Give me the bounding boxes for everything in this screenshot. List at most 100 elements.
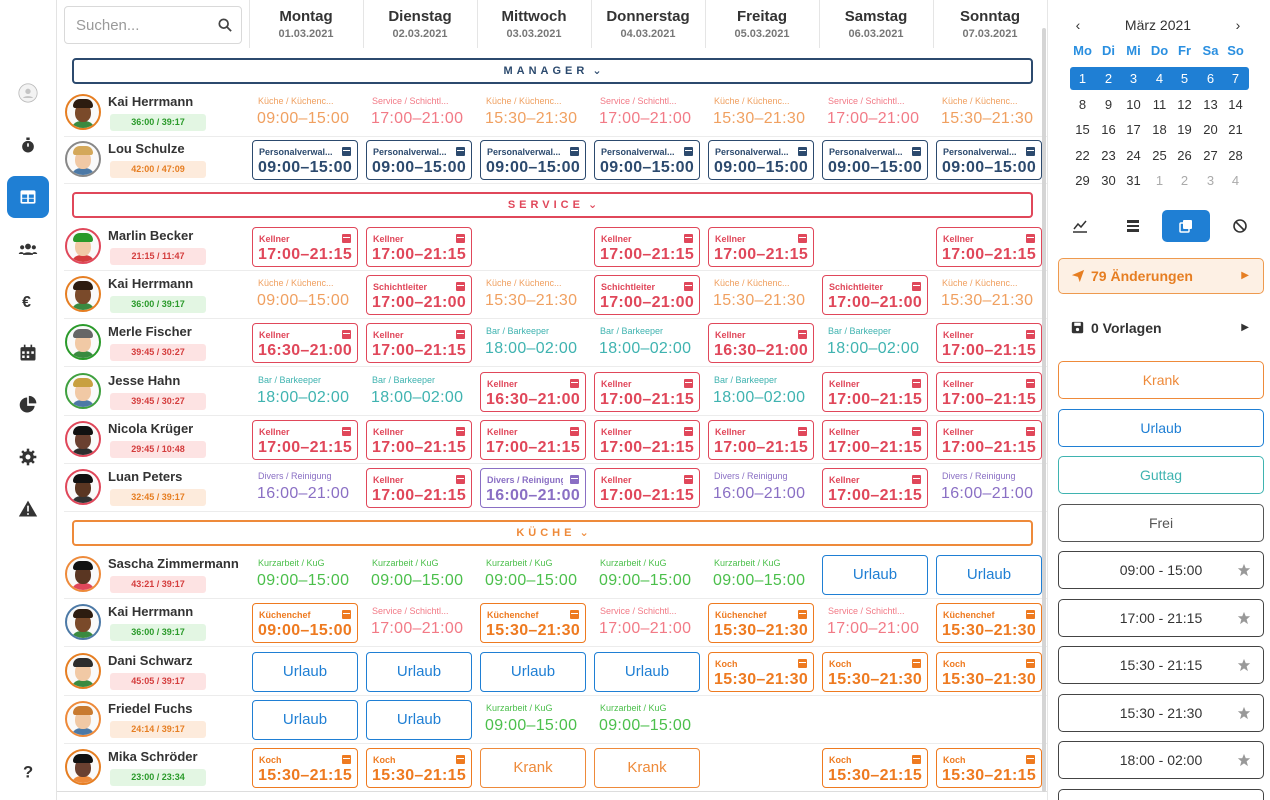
quick-time-button[interactable]: 15:30 - 21:30 — [1058, 693, 1264, 732]
shift-cell[interactable]: Kellner 17:00–21:15 — [936, 227, 1042, 267]
shift-cell[interactable]: Küche / Küchenc... 15:30–21:30 — [480, 93, 586, 133]
quick-time-button[interactable]: 15:30 - 21:15 — [1058, 646, 1264, 684]
shift-cell[interactable]: Bar / Barkeeper 18:00–02:00 — [822, 323, 928, 363]
shift-cell[interactable]: Divers / Reinigung 16:00–21:00 — [708, 468, 814, 508]
shift-cell[interactable]: Kellner 17:00–21:15 — [594, 420, 700, 460]
absence-tag[interactable]: Urlaub — [822, 555, 928, 595]
shift-cell[interactable]: Kellner 17:00–21:15 — [708, 420, 814, 460]
calendar-day[interactable]: 17 — [1126, 122, 1141, 137]
employee-avatar[interactable] — [65, 324, 101, 360]
employee-avatar[interactable] — [65, 94, 101, 130]
shift-cell[interactable]: Service / Schichtl... 17:00–21:00 — [822, 603, 928, 643]
employee-avatar[interactable] — [65, 701, 101, 737]
star-icon[interactable] — [1237, 706, 1251, 720]
employee-avatar[interactable] — [65, 276, 101, 312]
calendar-day[interactable]: 31 — [1126, 173, 1141, 188]
star-icon[interactable] — [1237, 563, 1251, 577]
calendar-day[interactable]: 2 — [1104, 71, 1113, 86]
employee-name[interactable]: Jesse Hahn — [108, 373, 181, 388]
settings-gear-icon[interactable] — [7, 436, 49, 478]
calendar-day[interactable]: 14 — [1228, 96, 1243, 112]
prev-month-chevron-icon[interactable]: ‹ — [1075, 17, 1081, 33]
shift-cell[interactable]: Kellner 17:00–21:15 — [366, 468, 472, 508]
pie-chart-icon[interactable] — [7, 384, 49, 426]
employee-avatar[interactable] — [65, 421, 101, 457]
team-icon[interactable] — [7, 228, 49, 270]
shift-cell[interactable]: Kellner 17:00–21:15 — [252, 420, 358, 460]
shift-cell[interactable]: Personalverwal... 09:00–15:00 — [366, 140, 472, 180]
shift-cell[interactable]: Kellner 17:00–21:15 — [936, 420, 1042, 460]
employee-name[interactable]: Nicola Krüger — [108, 421, 194, 436]
absence-tag[interactable]: Krank — [480, 748, 586, 788]
calendar-day[interactable]: 12 — [1177, 96, 1192, 112]
employee-name[interactable]: Friedel Fuchs — [108, 701, 193, 716]
search-box[interactable] — [64, 6, 242, 44]
calendar-day[interactable]: 23 — [1101, 147, 1116, 163]
shift-cell[interactable]: Koch 15:30–21:30 — [936, 652, 1042, 692]
calendar-day[interactable]: 4 — [1231, 173, 1240, 188]
schedule-table-icon[interactable] — [7, 176, 49, 218]
calendar-day[interactable]: 4 — [1155, 71, 1164, 86]
shift-cell[interactable]: Kellner 17:00–21:15 — [936, 323, 1042, 363]
calendar-day[interactable]: 1 — [1078, 71, 1087, 86]
employee-name[interactable]: Dani Schwarz — [108, 653, 193, 668]
shift-cell[interactable]: Bar / Barkeeper 18:00–02:00 — [708, 372, 814, 412]
shift-cell[interactable]: Küche / Küchenc... 09:00–15:00 — [252, 275, 358, 315]
absence-tag[interactable]: Urlaub — [594, 652, 700, 692]
calendar-day[interactable]: 2 — [1180, 173, 1189, 188]
employee-name[interactable]: Merle Fischer — [108, 324, 192, 339]
vertical-scrollbar[interactable] — [1042, 28, 1046, 792]
absence-tag[interactable]: Krank — [594, 748, 700, 788]
star-icon[interactable] — [1237, 753, 1251, 767]
absence-tag[interactable]: Urlaub — [366, 652, 472, 692]
shift-cell[interactable]: Küchenchef 15:30–21:30 — [708, 603, 814, 643]
tag-krank-button[interactable]: Krank — [1058, 361, 1264, 399]
absence-tag[interactable]: Urlaub — [366, 700, 472, 740]
shift-cell[interactable]: Kurzarbeit / KuG 09:00–15:00 — [252, 555, 358, 595]
employee-name[interactable]: Lou Schulze — [108, 141, 185, 156]
warning-icon[interactable] — [7, 488, 49, 530]
shift-cell[interactable]: Personalverwal... 09:00–15:00 — [708, 140, 814, 180]
calendar-day[interactable]: 8 — [1078, 96, 1087, 112]
shift-cell[interactable]: Schichtleiter 17:00–21:00 — [366, 275, 472, 315]
calendar-day[interactable]: 13 — [1203, 96, 1218, 112]
employee-name[interactable]: Luan Peters — [108, 469, 183, 484]
employee-avatar[interactable] — [65, 604, 101, 640]
section-manager-header[interactable]: MANAGER ⌄ — [72, 58, 1033, 84]
list-view-icon[interactable] — [1109, 210, 1157, 242]
shift-cell[interactable]: Kurzarbeit / KuG 09:00–15:00 — [594, 555, 700, 595]
shift-cell[interactable]: Küche / Küchenc... 15:30–21:30 — [480, 275, 586, 315]
next-month-chevron-icon[interactable]: › — [1235, 17, 1241, 33]
calendar-day[interactable]: 1 — [1155, 173, 1164, 188]
calendar-day[interactable]: 15 — [1075, 122, 1090, 137]
employee-name[interactable]: Kai Herrmann — [108, 604, 194, 619]
shift-cell[interactable]: Service / Schichtl... 17:00–21:00 — [366, 603, 472, 643]
search-input[interactable] — [65, 7, 215, 43]
shift-cell[interactable]: Kellner 16:30–21:00 — [252, 323, 358, 363]
calendar-day[interactable]: 10 — [1126, 96, 1141, 112]
day-header[interactable]: Samstag 06.03.2021 — [819, 0, 932, 48]
calendar-day[interactable]: 20 — [1203, 122, 1218, 137]
employee-name[interactable]: Mika Schröder — [108, 749, 198, 764]
employee-name[interactable]: Sascha Zimmermann — [108, 556, 239, 571]
quick-time-button[interactable] — [1058, 789, 1264, 800]
employee-avatar[interactable] — [65, 749, 101, 785]
block-icon[interactable] — [1216, 210, 1264, 242]
shift-cell[interactable]: Kellner 17:00–21:15 — [366, 323, 472, 363]
calendar-day[interactable]: 3 — [1206, 173, 1215, 188]
absence-tag[interactable]: Urlaub — [252, 700, 358, 740]
calendar-day[interactable]: 16 — [1101, 122, 1116, 137]
calendar-day[interactable]: 3 — [1129, 71, 1138, 86]
calendar-icon[interactable] — [7, 332, 49, 374]
shift-cell[interactable]: Kurzarbeit / KuG 09:00–15:00 — [708, 555, 814, 595]
shift-cell[interactable]: Kellner 16:30–21:00 — [480, 372, 586, 412]
employee-avatar[interactable] — [65, 556, 101, 592]
shift-cell[interactable]: Divers / Reinigung 16:00–21:00 — [480, 468, 586, 508]
calendar-day[interactable]: 6 — [1206, 71, 1215, 86]
shift-cell[interactable]: Personalverwal... 09:00–15:00 — [480, 140, 586, 180]
calendar-day[interactable]: 27 — [1203, 147, 1218, 163]
calendar-day[interactable]: 29 — [1075, 173, 1090, 188]
calendar-day[interactable]: 26 — [1177, 147, 1192, 163]
shift-cell[interactable]: Kellner 17:00–21:15 — [594, 372, 700, 412]
shift-cell[interactable]: Kellner 17:00–21:15 — [594, 227, 700, 267]
